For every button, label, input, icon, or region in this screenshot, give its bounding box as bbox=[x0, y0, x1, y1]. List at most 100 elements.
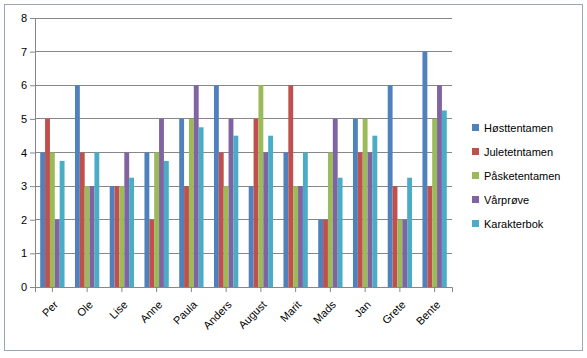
x-tick-mark bbox=[226, 287, 227, 292]
y-tick-label: 6 bbox=[21, 79, 27, 91]
bar bbox=[432, 119, 437, 287]
bar bbox=[393, 186, 398, 287]
y-tick-label: 0 bbox=[21, 281, 27, 293]
x-tick-label: Jan bbox=[352, 298, 373, 319]
legend-label: Karakterbok bbox=[484, 218, 544, 230]
legend-entry: Karakterbok bbox=[472, 218, 544, 230]
x-tick-mark bbox=[156, 287, 157, 292]
bar bbox=[40, 153, 45, 288]
legend-entry: Juletetntamen bbox=[472, 146, 553, 158]
legend-swatch bbox=[472, 124, 479, 131]
y-tick-mark bbox=[30, 220, 35, 221]
bar bbox=[288, 85, 293, 287]
bar-series bbox=[45, 85, 432, 287]
y-tick-label: 5 bbox=[21, 113, 27, 125]
bar bbox=[298, 186, 303, 287]
x-tick-mark bbox=[87, 287, 88, 292]
y-tick: 1 bbox=[21, 247, 35, 259]
x-tick-mark bbox=[330, 287, 331, 292]
y-tick-mark bbox=[30, 85, 35, 86]
y-tick-mark bbox=[30, 253, 35, 254]
x-tick: Bente bbox=[414, 287, 443, 327]
bar bbox=[437, 85, 442, 287]
y-tick: 0 bbox=[21, 281, 35, 293]
y-tick: 8 bbox=[21, 12, 35, 24]
bar bbox=[85, 186, 90, 287]
x-tick-mark bbox=[121, 287, 122, 292]
bar bbox=[45, 119, 50, 287]
x-axis: PerOleLiseAnnePaulaAndersAugustMaritMads… bbox=[36, 287, 453, 331]
y-tick-label: 7 bbox=[21, 46, 27, 58]
bar bbox=[55, 220, 60, 287]
grid bbox=[35, 18, 452, 287]
bar-series bbox=[50, 85, 437, 287]
x-tick-mark bbox=[365, 287, 366, 292]
bar bbox=[318, 220, 323, 287]
bar bbox=[363, 119, 368, 287]
bar bbox=[199, 127, 204, 287]
x-tick-mark bbox=[52, 287, 53, 292]
bar bbox=[368, 153, 373, 288]
x-tick-label: Ole bbox=[74, 298, 95, 319]
chart-frame bbox=[5, 5, 583, 351]
y-tick: 3 bbox=[21, 180, 35, 192]
bar bbox=[154, 153, 159, 288]
bar bbox=[427, 186, 432, 287]
bar bbox=[75, 85, 80, 287]
bar bbox=[159, 119, 164, 287]
legend-label: Juletetntamen bbox=[484, 146, 553, 158]
x-tick-label: Bente bbox=[414, 298, 443, 327]
x-tick: Marit bbox=[278, 287, 304, 324]
plot: 012345678PerOleLiseAnnePaulaAndersAugust… bbox=[21, 12, 453, 331]
x-tick-mark bbox=[295, 287, 296, 292]
bar bbox=[80, 153, 85, 288]
x-tick-label: Per bbox=[40, 298, 61, 319]
bar bbox=[224, 186, 229, 287]
y-tick-mark bbox=[30, 52, 35, 53]
legend-label: Påsketentamen bbox=[484, 170, 560, 182]
bar bbox=[229, 119, 234, 287]
bar bbox=[184, 186, 189, 287]
bar bbox=[219, 153, 224, 288]
bar bbox=[303, 153, 308, 288]
bar bbox=[353, 119, 358, 287]
bar bbox=[372, 136, 377, 287]
bar bbox=[194, 85, 199, 287]
bar bbox=[233, 136, 238, 287]
x-tick: Grete bbox=[380, 287, 408, 326]
x-tick-mark bbox=[260, 287, 261, 292]
legend: Høsttentamen Juletetntamen Påsketentamen Vå… bbox=[472, 122, 560, 230]
x-tick-mark bbox=[434, 287, 435, 292]
y-tick-mark bbox=[30, 119, 35, 120]
bar bbox=[189, 119, 194, 287]
legend-label: Vårprøve bbox=[484, 194, 529, 206]
x-tick-label: Anders bbox=[201, 298, 234, 331]
bar bbox=[268, 136, 273, 287]
legend-swatch bbox=[472, 172, 479, 179]
x-tick: Per bbox=[40, 287, 61, 319]
bar bbox=[214, 85, 219, 287]
x-tick-label: Marit bbox=[278, 298, 304, 324]
bar bbox=[129, 178, 134, 287]
x-tick: Mads bbox=[311, 287, 339, 326]
legend-entry: Vårprøve bbox=[472, 194, 529, 206]
grid-line bbox=[35, 18, 452, 19]
y-tick-mark bbox=[30, 18, 35, 19]
x-tick: Anders bbox=[201, 287, 234, 331]
bar bbox=[258, 85, 263, 287]
x-tick-label: Paula bbox=[171, 298, 200, 327]
bar bbox=[94, 153, 99, 288]
bar-series bbox=[60, 110, 447, 287]
chart: 012345678PerOleLiseAnnePaulaAndersAugust… bbox=[0, 0, 587, 358]
bar bbox=[60, 161, 65, 287]
x-tick: Anne bbox=[138, 287, 165, 325]
bar bbox=[149, 220, 154, 287]
y-tick: 7 bbox=[21, 46, 35, 58]
legend-entry: Høsttentamen bbox=[472, 122, 553, 134]
x-tick: Lise bbox=[107, 287, 130, 321]
bar bbox=[263, 153, 268, 288]
y-axis: 012345678 bbox=[21, 12, 36, 293]
legend-label: Høsttentamen bbox=[484, 122, 553, 134]
y-tick: 6 bbox=[21, 79, 35, 91]
x-tick-label: Grete bbox=[380, 298, 408, 326]
